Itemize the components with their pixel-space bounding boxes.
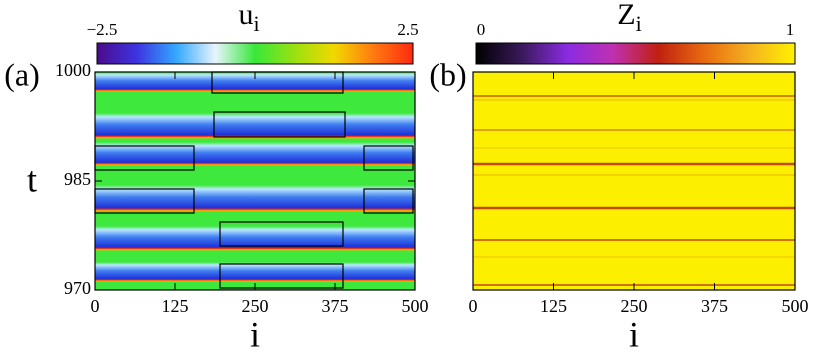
y-tick-label: 985: [64, 169, 91, 189]
x-tick-label: 0: [91, 296, 100, 316]
x-tick-label: 0: [469, 296, 478, 316]
highlight-box: [363, 188, 414, 214]
x-tick-label: 250: [621, 296, 648, 316]
highlight-box: [219, 263, 344, 289]
colorbar-tick-label: 1: [786, 20, 795, 39]
y-tick-label: 1000: [55, 60, 91, 80]
x-tick-label: 375: [701, 296, 728, 316]
colorbar: [96, 42, 414, 65]
heatmap-band: [95, 262, 415, 282]
colorbar-label-base: Z: [617, 0, 635, 31]
panel-label: (a): [4, 56, 40, 92]
x-tick-label: 500: [402, 296, 429, 316]
highlight-box: [213, 111, 346, 138]
colorbar: [475, 42, 796, 65]
heatmap-background: [95, 72, 415, 290]
x-tick-label: 125: [162, 296, 189, 316]
x-tick-label: 250: [242, 296, 269, 316]
colorbar-label-sub: i: [636, 11, 642, 36]
heatmap-band: [95, 226, 415, 251]
colorbar-label-base: u: [238, 0, 253, 31]
heatmap-band: [95, 113, 415, 139]
panel-label: (b): [429, 56, 466, 92]
colorbar-label: Zi: [617, 0, 641, 36]
highlight-box: [363, 145, 414, 171]
x-tick-label: 500: [782, 296, 809, 316]
highlight-box: [219, 221, 344, 247]
colorbar-tick-label: −2.5: [87, 20, 118, 39]
x-axis-label: i: [250, 314, 260, 354]
x-axis-label: i: [629, 314, 639, 354]
colorbar-label: ui: [238, 0, 259, 36]
x-tick-label: 125: [540, 296, 567, 316]
y-tick-label: 970: [64, 278, 91, 298]
y-axis-label: t: [27, 159, 37, 199]
colorbar-label-sub: i: [253, 11, 259, 36]
colorbar-tick-label: 2.5: [397, 20, 418, 39]
heatmap-background: [473, 72, 795, 290]
colorbar-tick-label: 0: [477, 20, 486, 39]
x-tick-label: 375: [322, 296, 349, 316]
